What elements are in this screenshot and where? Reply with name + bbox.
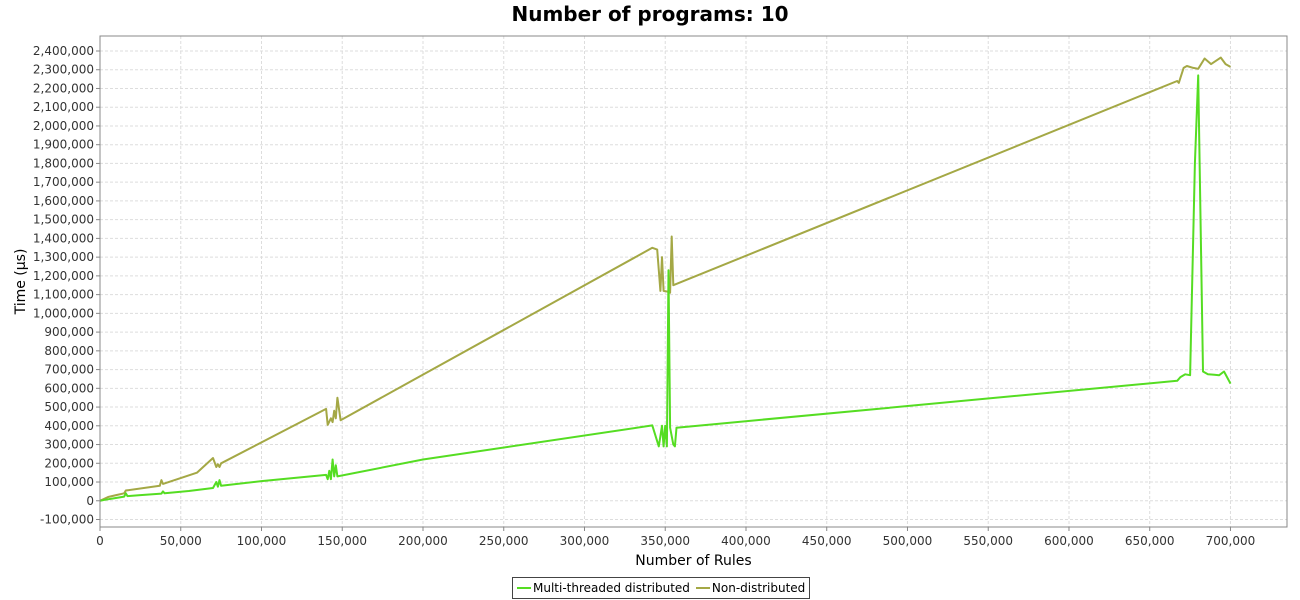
y-tick-label: 2,000,000 [33,119,94,133]
grid-lines [99,36,1287,527]
legend-swatch-non-distributed [695,587,710,589]
y-tick-label: 600,000 [44,381,94,395]
x-tick-label: 100,000 [237,534,287,548]
chart-title: Number of programs: 10 [511,2,789,26]
y-tick-label: 2,300,000 [33,63,94,77]
y-tick-label: 1,900,000 [33,138,94,152]
y-tick-label: 400,000 [44,419,94,433]
x-tick-label: 200,000 [398,534,448,548]
y-tick-label: 700,000 [44,363,94,377]
x-tick-label: 250,000 [479,534,529,548]
y-tick-label: 1,600,000 [33,194,94,208]
y-tick-label: 900,000 [44,325,94,339]
plot-border [99,35,1288,528]
y-tick-label: 1,700,000 [33,175,94,189]
legend-item-multi-threaded: Multi-threaded distributed [517,581,690,595]
y-tick-label: 1,400,000 [33,231,94,245]
x-tick-label: 50,000 [160,534,202,548]
y-tick-label: 200,000 [44,456,94,470]
y-tick-label: 500,000 [44,400,94,414]
x-tick-label: 400,000 [721,534,771,548]
axes: -100,0000100,000200,000300,000400,000500… [33,44,1255,548]
y-tick-label: 2,400,000 [33,44,94,58]
y-axis-title: Time (µs) [13,249,29,316]
legend-label-non-distributed: Non-distributed [711,581,806,595]
series-lines [99,56,1232,502]
y-tick-label: 1,800,000 [33,156,94,170]
series-line-non-distributed [99,56,1231,502]
y-tick-label: 1,000,000 [33,306,94,320]
legend-item-non-distributed: Non-distributed [695,581,806,595]
x-tick-label: 150,000 [317,534,367,548]
legend-swatch-multi-threaded [517,587,531,589]
y-tick-label: 1,200,000 [33,269,94,283]
x-tick-label: 600,000 [1044,534,1094,548]
y-tick-label: -100,000 [40,513,94,527]
x-tick-label: 550,000 [963,534,1013,548]
x-tick-label: 300,000 [560,534,610,548]
y-tick-label: 100,000 [44,475,94,489]
y-tick-label: 800,000 [44,344,94,358]
y-tick-label: 2,200,000 [33,81,94,95]
legend-label-multi-threaded: Multi-threaded distributed [533,581,690,595]
series-line-multi-threaded-distributed [99,74,1232,502]
y-tick-label: 300,000 [44,438,94,452]
x-axis-title: Number of Rules [635,553,751,569]
y-tick-label: 0 [86,494,94,508]
y-tick-label: 2,100,000 [33,100,94,114]
x-tick-label: 650,000 [1125,534,1175,548]
legend: Multi-threaded distributed Non-distribut… [512,577,811,599]
y-tick-label: 1,100,000 [33,288,94,302]
x-tick-label: 700,000 [1206,534,1256,548]
y-tick-label: 1,500,000 [33,213,94,227]
plot-area [100,36,1287,527]
y-tick-label: 1,300,000 [33,250,94,264]
x-tick-label: 500,000 [883,534,933,548]
x-tick-label: 450,000 [802,534,852,548]
x-tick-label: 350,000 [640,534,690,548]
x-tick-label: 0 [96,534,104,548]
